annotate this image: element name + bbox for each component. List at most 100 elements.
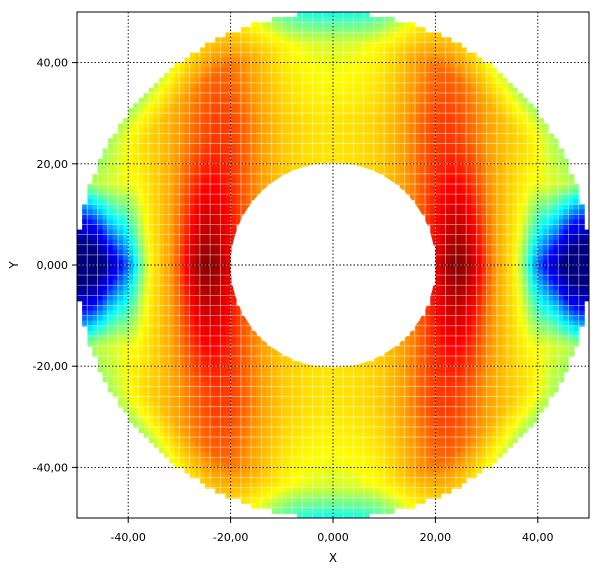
- heatmap-cell: [215, 77, 222, 84]
- heatmap-cell: [399, 361, 406, 368]
- heatmap-cell: [450, 224, 457, 231]
- heatmap-cell: [389, 477, 396, 484]
- heatmap-cell: [251, 371, 258, 378]
- heatmap-cell: [445, 381, 452, 388]
- heatmap-cell: [358, 431, 365, 438]
- heatmap-cell: [174, 381, 181, 388]
- heatmap-cell: [363, 12, 370, 18]
- heatmap-cell: [358, 512, 365, 518]
- heatmap-cell: [394, 57, 401, 64]
- heatmap-cell: [153, 391, 160, 398]
- heatmap-cell: [266, 467, 273, 474]
- heatmap-cell: [409, 184, 416, 191]
- heatmap-cell: [240, 209, 247, 216]
- heatmap-cell: [404, 67, 411, 74]
- heatmap-cell: [92, 320, 99, 327]
- heatmap-cell: [143, 249, 150, 256]
- heatmap-cell: [266, 47, 273, 54]
- heatmap-cell: [189, 219, 196, 226]
- heatmap-cell: [143, 163, 150, 170]
- heatmap-cell: [174, 72, 181, 79]
- heatmap-cell: [138, 234, 145, 241]
- heatmap-cell: [281, 27, 288, 34]
- heatmap-cell: [230, 290, 237, 297]
- heatmap-cell: [184, 416, 191, 423]
- heatmap-cell: [292, 42, 299, 49]
- heatmap-cell: [322, 482, 329, 489]
- heatmap-cell: [430, 199, 437, 206]
- heatmap-cell: [194, 361, 201, 368]
- heatmap-cell: [363, 153, 370, 160]
- heatmap-cell: [225, 67, 232, 74]
- heatmap-cell: [102, 285, 109, 292]
- heatmap-cell: [189, 447, 196, 454]
- heatmap-cell: [112, 143, 119, 150]
- heatmap-cell: [164, 290, 171, 297]
- heatmap-cell: [399, 396, 406, 403]
- heatmap-cell: [194, 98, 201, 105]
- heatmap-cell: [297, 426, 304, 433]
- heatmap-cell: [430, 92, 437, 99]
- heatmap-cell: [164, 239, 171, 246]
- heatmap-cell: [220, 447, 227, 454]
- heatmap-cell: [312, 416, 319, 423]
- heatmap-cell: [169, 108, 176, 115]
- heatmap-cell: [230, 462, 237, 469]
- heatmap-cell: [169, 72, 176, 79]
- heatmap-cell: [440, 194, 447, 201]
- heatmap-cell: [430, 462, 437, 469]
- heatmap-cell: [327, 376, 334, 383]
- heatmap-cell: [420, 391, 427, 398]
- heatmap-cell: [276, 366, 283, 373]
- heatmap-cell: [307, 492, 314, 499]
- heatmap-cell: [199, 108, 206, 115]
- heatmap-cell: [225, 487, 232, 494]
- heatmap-cell: [205, 204, 211, 211]
- heatmap-cell: [435, 194, 442, 201]
- heatmap-cell: [440, 315, 447, 322]
- heatmap-cell: [189, 386, 196, 393]
- heatmap-cell: [251, 37, 258, 44]
- heatmap-cell: [133, 229, 140, 236]
- heatmap-cell: [194, 229, 201, 236]
- heatmap-cell: [420, 173, 427, 180]
- heatmap-cell: [409, 148, 416, 155]
- heatmap-cell: [199, 209, 206, 216]
- heatmap-cell: [281, 148, 288, 155]
- heatmap-cell: [414, 178, 421, 185]
- heatmap-cell: [123, 391, 130, 398]
- heatmap-cell: [425, 158, 432, 165]
- heatmap-cell: [210, 123, 217, 130]
- heatmap-cell: [148, 431, 155, 438]
- heatmap-cell: [102, 325, 109, 332]
- heatmap-cell: [348, 12, 355, 18]
- heatmap-cell: [230, 118, 237, 125]
- heatmap-cell: [97, 168, 104, 175]
- heatmap-cell: [445, 335, 452, 342]
- heatmap-cell: [174, 295, 181, 302]
- heatmap-cell: [409, 335, 416, 342]
- heatmap-cell: [210, 421, 217, 428]
- heatmap-cell: [225, 234, 232, 241]
- heatmap-cell: [133, 295, 140, 302]
- heatmap-cell: [266, 153, 273, 160]
- heatmap-cell: [333, 12, 339, 18]
- heatmap-cell: [123, 320, 130, 327]
- heatmap-cell: [425, 103, 432, 110]
- heatmap-cell: [148, 194, 155, 201]
- heatmap-cell: [302, 492, 309, 499]
- heatmap-cell: [117, 173, 124, 180]
- heatmap-cell: [123, 158, 130, 165]
- heatmap-cell: [302, 108, 309, 115]
- heatmap-cell: [389, 103, 396, 110]
- heatmap-cell: [399, 431, 406, 438]
- heatmap-cell: [199, 437, 206, 444]
- heatmap-cell: [235, 153, 242, 160]
- heatmap-cell: [373, 22, 380, 29]
- heatmap-cell: [322, 82, 329, 89]
- heatmap-cell: [194, 143, 201, 150]
- heatmap-cell: [312, 108, 319, 115]
- heatmap-cell: [199, 356, 206, 363]
- heatmap-cell: [384, 442, 391, 449]
- heatmap-cell: [404, 98, 411, 105]
